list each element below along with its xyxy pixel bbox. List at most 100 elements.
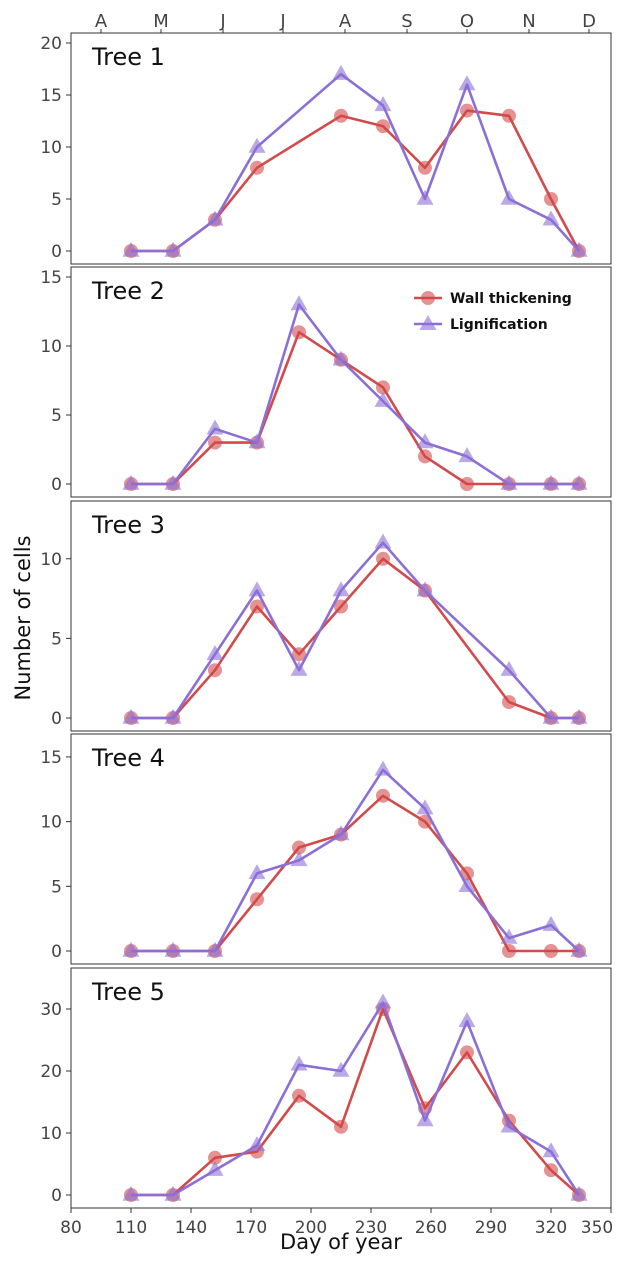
legend-marker-wall-thickening	[421, 291, 435, 305]
series-lignification	[122, 64, 588, 257]
data-point-triangle	[206, 645, 224, 661]
data-point-circle	[376, 119, 390, 134]
data-point-circle	[334, 1119, 348, 1134]
data-point-triangle	[542, 1142, 560, 1158]
y-tick-label: 15	[40, 86, 62, 106]
x-tick-label: 110	[115, 1218, 147, 1238]
data-point-triangle	[542, 915, 560, 931]
data-point-triangle	[332, 1061, 350, 1077]
y-tick-label: 0	[51, 709, 62, 729]
data-point-triangle	[500, 1117, 518, 1133]
series-lignification	[122, 533, 588, 724]
data-point-triangle	[206, 210, 224, 226]
data-point-triangle	[332, 64, 350, 80]
x-tick-label: 140	[175, 1218, 207, 1238]
series-lignification	[122, 760, 588, 957]
x-tick-label: 350	[581, 1218, 613, 1238]
series-lignification	[122, 295, 588, 490]
panel-4: 0 5 10 15 Tree 4	[40, 733, 612, 965]
data-point-triangle	[248, 137, 266, 153]
data-point-circle	[292, 325, 306, 340]
panel-5: 0 10 20 30 Tree 5	[40, 967, 612, 1209]
data-point-circle	[376, 380, 390, 395]
data-point-triangle	[542, 708, 560, 724]
data-point-triangle	[416, 1111, 434, 1127]
data-point-triangle	[458, 877, 476, 893]
y-tick-label: 0	[51, 475, 62, 495]
panel-2: 0 5 10 15 Tree 2 Wall thickening Lignification	[40, 266, 612, 498]
data-point-triangle	[248, 581, 266, 597]
series-lignification	[122, 993, 588, 1201]
series-line	[131, 768, 580, 953]
legend-marker-lignification	[419, 315, 437, 330]
y-tick-label: 5	[51, 190, 62, 210]
data-point-triangle	[122, 241, 140, 257]
month-tick-label: O	[460, 11, 474, 32]
data-point-circle	[418, 160, 432, 175]
data-point-triangle	[374, 391, 392, 407]
data-point-triangle	[570, 474, 588, 490]
data-point-triangle	[374, 533, 392, 549]
data-point-triangle	[416, 189, 434, 205]
data-point-triangle	[122, 941, 140, 957]
data-point-triangle	[500, 189, 518, 205]
panel-title: Tree 5	[91, 978, 165, 1006]
panel-title: Tree 4	[91, 744, 165, 772]
data-point-circle	[334, 599, 348, 614]
y-tick-label: 20	[40, 34, 62, 54]
y-tick-label: 15	[40, 268, 62, 288]
data-point-triangle	[500, 660, 518, 676]
y-axis-title: Number of cells	[11, 535, 35, 700]
data-point-circle	[502, 108, 516, 123]
y-tick-label: 0	[51, 942, 62, 962]
data-point-triangle	[248, 433, 266, 449]
data-point-triangle	[164, 474, 182, 490]
data-point-circle	[460, 103, 474, 118]
panel-frame	[70, 733, 612, 965]
y-tick-label: 5	[51, 877, 62, 897]
panel-title: Tree 1	[91, 43, 165, 71]
x-tick-label: 290	[475, 1218, 507, 1238]
panel-title: Tree 2	[91, 277, 165, 305]
month-tick-label: M	[153, 11, 169, 32]
data-point-triangle	[458, 75, 476, 91]
data-point-triangle	[290, 851, 308, 867]
panel-frame	[70, 967, 612, 1209]
data-point-triangle	[416, 433, 434, 449]
data-point-triangle	[206, 941, 224, 957]
month-tick-label: A	[339, 11, 352, 32]
panel-frame	[70, 500, 612, 732]
x-tick-label: 320	[535, 1218, 567, 1238]
y-tick-label: 10	[40, 138, 62, 158]
data-point-circle	[418, 814, 432, 829]
data-point-triangle	[332, 825, 350, 841]
y-tick-label: 30	[40, 1000, 62, 1020]
data-point-circle	[250, 892, 264, 907]
data-point-triangle	[164, 1185, 182, 1201]
data-point-circle	[418, 449, 432, 464]
legend-label-lignification: Lignification	[450, 317, 548, 333]
series-line	[131, 303, 579, 486]
data-point-triangle	[290, 660, 308, 676]
panel-title: Tree 3	[91, 511, 165, 539]
panel-frame	[70, 266, 612, 498]
data-point-triangle	[332, 350, 350, 366]
data-point-circle	[292, 1088, 306, 1103]
x-axis: 80 110 140 170 200 230 260 290 320 350	[60, 1208, 613, 1238]
data-point-circle	[250, 599, 264, 614]
data-point-triangle	[416, 581, 434, 597]
data-point-triangle	[122, 474, 140, 490]
data-point-triangle	[164, 241, 182, 257]
y-tick-label: 5	[51, 629, 62, 649]
y-tick-label: 10	[40, 337, 62, 357]
data-point-triangle	[500, 474, 518, 490]
data-point-triangle	[458, 1012, 476, 1028]
month-tick-label: S	[401, 11, 412, 32]
data-point-circle	[460, 1045, 474, 1060]
data-point-triangle	[570, 941, 588, 957]
month-tick-label: J	[219, 11, 225, 32]
panel-3: 0 5 10 Tree 3	[40, 500, 612, 732]
data-point-triangle	[206, 1160, 224, 1176]
series-line	[131, 1007, 580, 1197]
